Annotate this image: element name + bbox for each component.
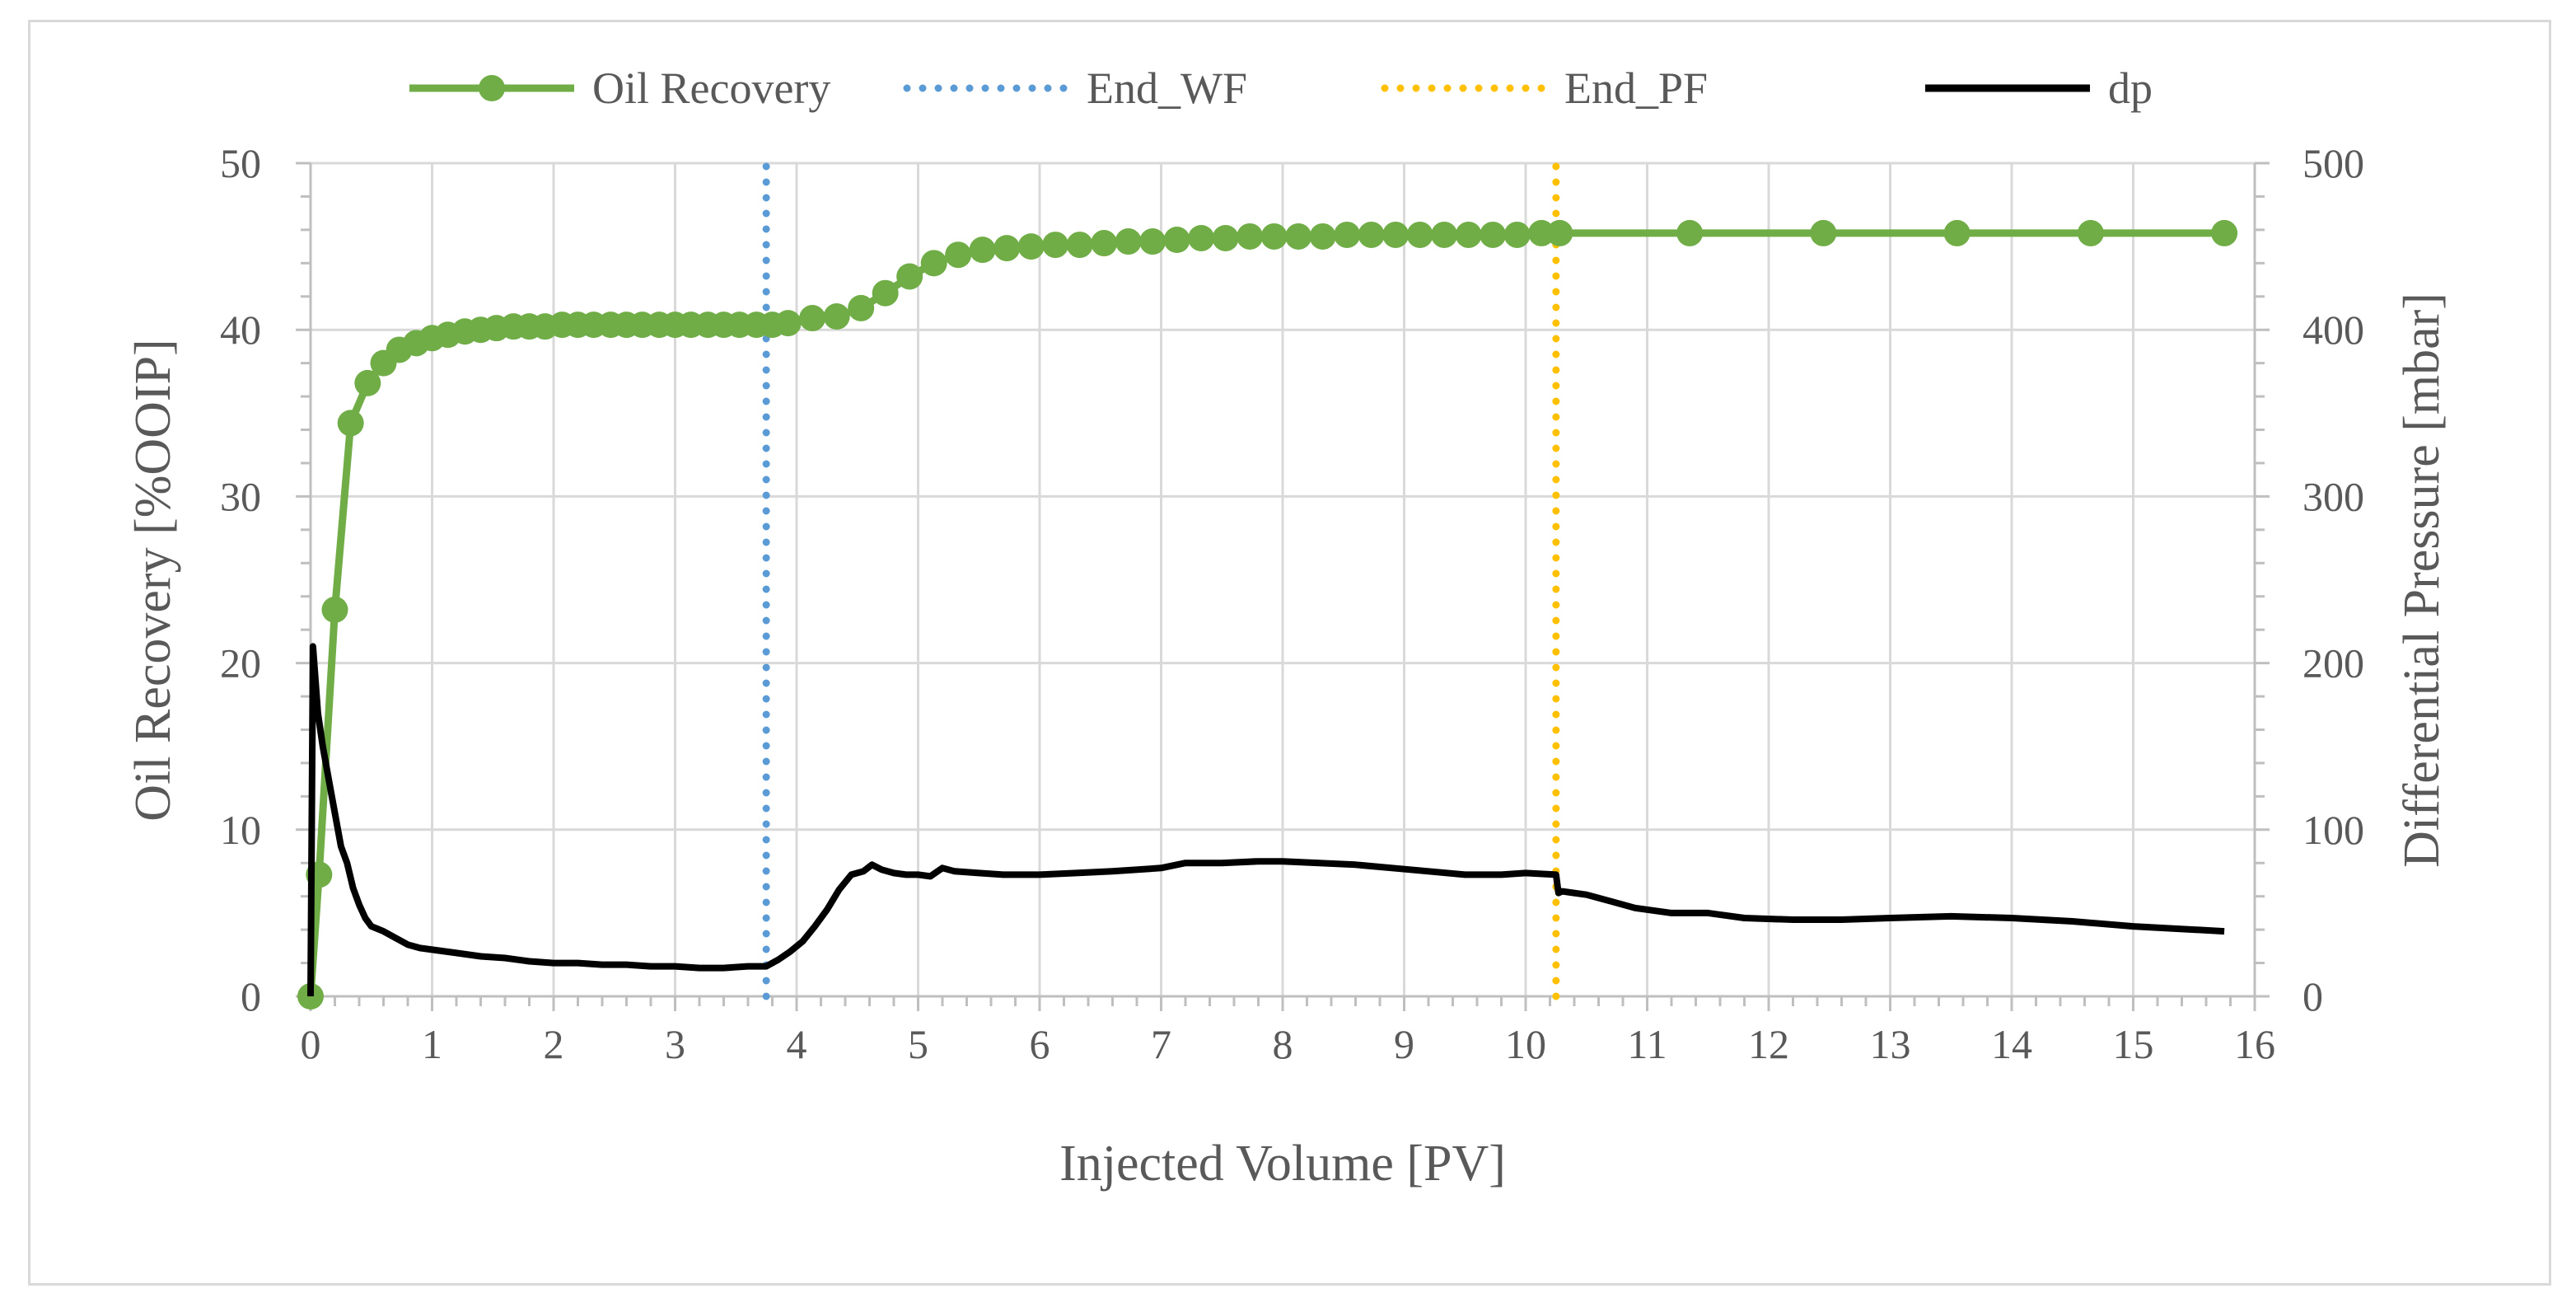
oil-recovery-point — [1358, 221, 1385, 248]
legend-end-pf: End_PF — [1381, 63, 1708, 113]
oil-recovery-point — [1042, 232, 1069, 259]
y-left-tick-label: 20 — [220, 640, 261, 686]
dp-line — [307, 643, 2225, 997]
oil-recovery-point — [872, 279, 899, 307]
x-tick-label: 10 — [1505, 1021, 1546, 1067]
oil-recovery-point — [1455, 221, 1482, 248]
legend-dp-label: dp — [2108, 63, 2153, 113]
oil-recovery-point — [1188, 224, 1215, 251]
oil-recovery-point — [1382, 221, 1410, 248]
oil-recovery-point — [1285, 223, 1312, 250]
oil-recovery-point — [1260, 223, 1288, 250]
x-tick-label: 14 — [1991, 1021, 2032, 1067]
axes-layer: 0 1 2 3 4 5 6 7 8 9 10 11 12 13 14 15 160102030405001002… — [220, 140, 2364, 1067]
y-right-tick-label: 400 — [2303, 307, 2364, 353]
y-left-tick-label: 0 — [241, 973, 261, 1019]
y-right-tick-label: 300 — [2303, 473, 2364, 519]
x-tick-label: 2 — [544, 1021, 564, 1067]
x-tick-label: 5 — [908, 1021, 928, 1067]
oil-recovery-point — [896, 263, 923, 290]
x-tick-label: 16 — [2234, 1021, 2275, 1067]
oil-recovery-point — [1406, 221, 1433, 248]
oil-recovery-point — [1115, 228, 1142, 255]
oil-recovery-point — [1334, 221, 1361, 248]
y-right-tick-label: 100 — [2303, 807, 2364, 853]
x-tick-label: 1 — [422, 1021, 442, 1067]
legend-dp: dp — [1925, 63, 2153, 113]
oil-recovery-point — [945, 241, 972, 269]
oil-recovery-point — [337, 410, 364, 437]
x-axis-title: Injected Volume [PV] — [1059, 1136, 1506, 1192]
y-right-tick-label: 500 — [2303, 140, 2364, 186]
oil-recovery-point — [1212, 224, 1239, 251]
oil-recovery-point — [920, 250, 947, 277]
y-right-axis-title: Differential Pressure [mbar] — [2394, 293, 2450, 868]
oil-recovery-point — [321, 596, 348, 623]
x-tick-label: 4 — [787, 1021, 807, 1067]
series-layer — [297, 159, 2238, 1010]
oil-recovery-point — [1810, 219, 1837, 246]
oil-recovery-point — [2077, 219, 2104, 246]
legend-end-pf-label: End_PF — [1564, 63, 1708, 113]
oil-recovery-point — [354, 369, 381, 396]
oil-recovery-point — [1431, 221, 1458, 248]
y-left-tick-label: 40 — [220, 307, 261, 353]
y-left-tick-label: 30 — [220, 473, 261, 519]
oil-recovery-point — [1139, 228, 1166, 255]
y-right-tick-label: 0 — [2303, 973, 2323, 1019]
oil-recovery-point — [848, 294, 875, 321]
legend-layer: Oil Recovery End_WF End_PF dp — [409, 63, 2153, 113]
legend-end-wf-label: End_WF — [1087, 63, 1247, 113]
oil-recovery-point — [2211, 219, 2238, 246]
oil-recovery-point — [1480, 221, 1507, 248]
oil-recovery-point — [1528, 219, 1555, 246]
x-tick-label: 13 — [1870, 1021, 1911, 1067]
oil-recovery-point — [1091, 230, 1118, 257]
y-left-tick-label: 10 — [220, 807, 261, 853]
oil-recovery-point — [993, 235, 1021, 262]
x-tick-label: 9 — [1394, 1021, 1414, 1067]
oil-recovery-point — [1943, 219, 1971, 246]
x-tick-label: 8 — [1273, 1021, 1293, 1067]
oil-recovery-point — [1237, 223, 1264, 250]
legend-oil-recovery-label: Oil Recovery — [592, 63, 830, 113]
oil-recovery-point — [969, 237, 996, 264]
legend-oil-recovery-marker — [479, 75, 505, 101]
legend-oil-recovery: Oil Recovery — [409, 63, 830, 113]
x-tick-label: 0 — [301, 1021, 321, 1067]
y-left-axis-title: Oil Recovery [%OOIP] — [125, 339, 181, 821]
oil-recovery-point — [1503, 221, 1531, 248]
oil-recovery-point — [774, 310, 802, 337]
grid-layer — [309, 162, 2256, 998]
oil-recovery-point — [1309, 223, 1336, 250]
oil-recovery-point — [1066, 232, 1093, 259]
oil-recovery-point — [799, 305, 826, 332]
x-tick-label: 7 — [1151, 1021, 1171, 1067]
oil-recovery-point — [1017, 233, 1045, 260]
x-tick-label: 6 — [1030, 1021, 1050, 1067]
y-right-tick-label: 200 — [2303, 640, 2364, 686]
x-tick-label: 15 — [2113, 1021, 2154, 1067]
legend-end-wf: End_WF — [903, 63, 1247, 113]
x-tick-label: 3 — [665, 1021, 685, 1067]
oil-recovery-point — [1676, 219, 1704, 246]
oil-recovery-line — [306, 229, 2225, 997]
y-left-tick-label: 50 — [220, 140, 261, 186]
oil-recovery-point — [1546, 219, 1573, 246]
x-tick-label: 12 — [1748, 1021, 1789, 1067]
x-tick-label: 11 — [1627, 1021, 1667, 1067]
oil-recovery-point — [823, 303, 850, 330]
oil-recovery-point — [1163, 227, 1190, 254]
